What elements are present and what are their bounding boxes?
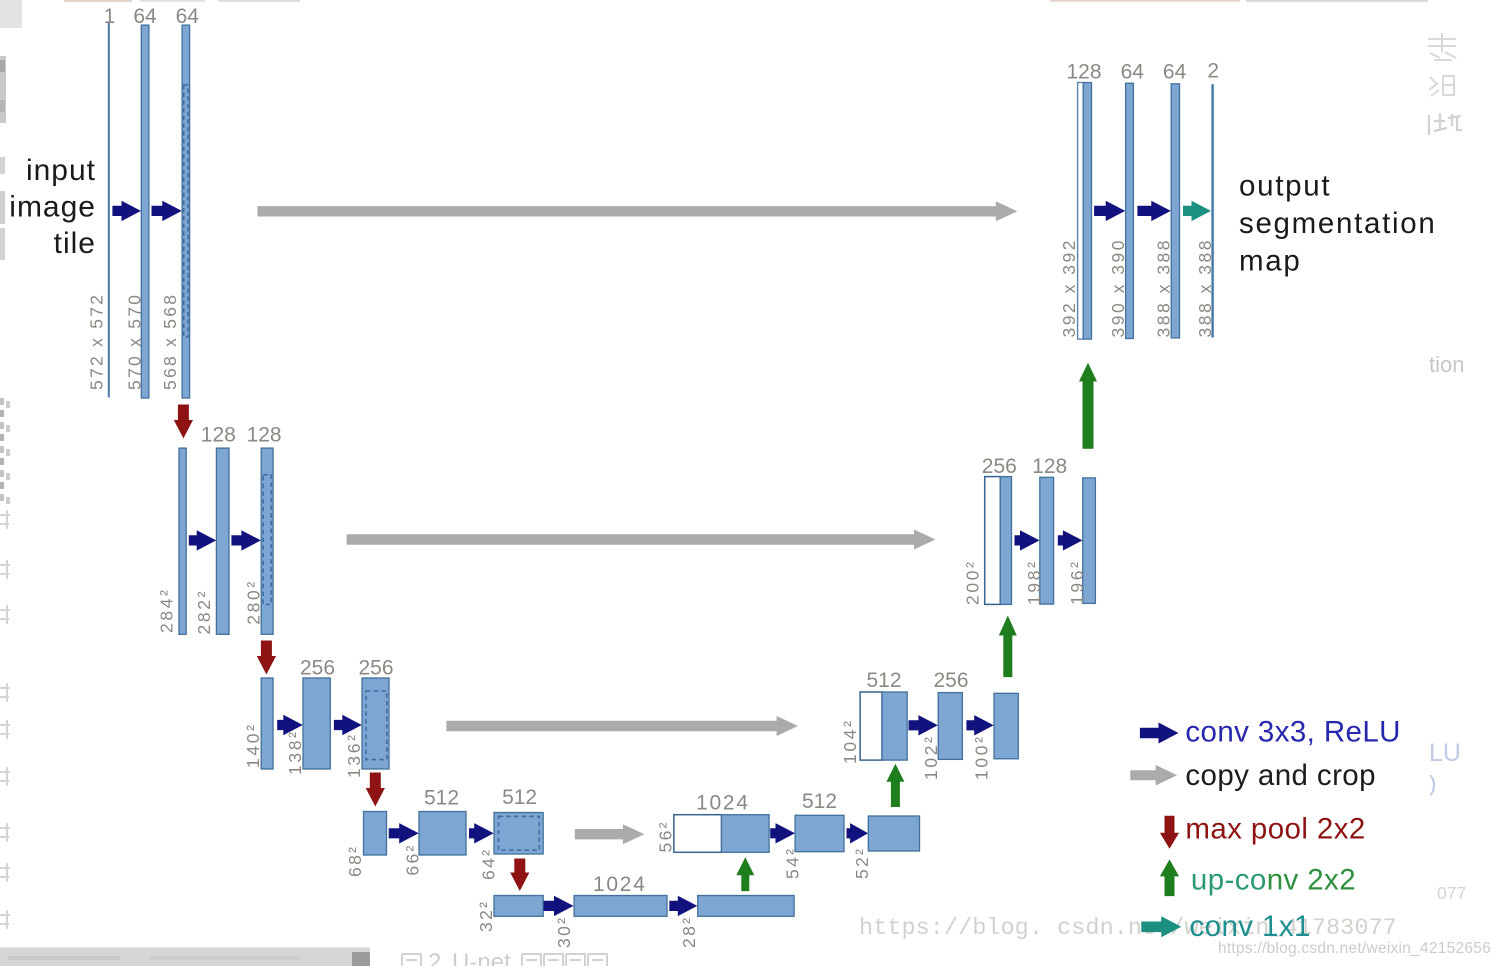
svg-text:32²: 32² bbox=[476, 902, 496, 932]
svg-text:up-conv 2x2: up-conv 2x2 bbox=[1191, 864, 1356, 897]
svg-text:568 x 568: 568 x 568 bbox=[160, 295, 180, 390]
svg-text:conv 3x3, ReLU: conv 3x3, ReLU bbox=[1185, 716, 1401, 749]
svg-text:68²: 68² bbox=[345, 847, 365, 877]
svg-text:conv 1x1: conv 1x1 bbox=[1190, 910, 1311, 943]
svg-text:1: 1 bbox=[104, 5, 116, 28]
svg-text:390 x 390: 390 x 390 bbox=[1108, 240, 1128, 337]
svg-text:280²: 280² bbox=[244, 582, 264, 625]
svg-text:200²: 200² bbox=[963, 562, 983, 605]
svg-text:077: 077 bbox=[1437, 883, 1466, 903]
svg-text:56²: 56² bbox=[655, 822, 675, 852]
svg-text:64²: 64² bbox=[478, 850, 498, 880]
svg-text:102²: 102² bbox=[921, 737, 941, 780]
svg-text:512: 512 bbox=[502, 786, 537, 809]
svg-text:388 x 388: 388 x 388 bbox=[1153, 241, 1173, 338]
svg-text:max pool 2x2: max pool 2x2 bbox=[1185, 812, 1365, 845]
svg-text:196²: 196² bbox=[1067, 562, 1087, 605]
svg-text:256: 256 bbox=[933, 669, 968, 692]
svg-text:52²: 52² bbox=[852, 849, 872, 879]
svg-text:256: 256 bbox=[358, 656, 393, 679]
svg-text:tion: tion bbox=[1429, 352, 1464, 377]
svg-text:64: 64 bbox=[176, 5, 200, 28]
svg-text:512: 512 bbox=[866, 669, 901, 692]
svg-text:input: input bbox=[26, 154, 96, 187]
svg-text:140²: 140² bbox=[243, 725, 263, 768]
svg-text:128: 128 bbox=[247, 423, 282, 446]
svg-text:512: 512 bbox=[424, 787, 459, 810]
svg-text:198²: 198² bbox=[1024, 562, 1044, 605]
svg-text:54²: 54² bbox=[783, 849, 803, 879]
svg-text:392 x 392: 392 x 392 bbox=[1059, 241, 1079, 338]
svg-text:104²: 104² bbox=[840, 721, 860, 764]
svg-text:2: 2 bbox=[1207, 59, 1219, 82]
svg-text:64: 64 bbox=[1163, 61, 1187, 84]
svg-text:512: 512 bbox=[802, 790, 837, 813]
svg-text:28²: 28² bbox=[679, 918, 699, 948]
svg-text:https://blog.csdn.net/weixin_4: https://blog.csdn.net/weixin_42152656 bbox=[1218, 940, 1491, 957]
svg-text:tile: tile bbox=[54, 227, 96, 260]
svg-text:128: 128 bbox=[1066, 61, 1101, 84]
svg-text:copy and crop: copy and crop bbox=[1185, 759, 1376, 792]
svg-text:64: 64 bbox=[1121, 61, 1145, 84]
svg-text:570 x 570: 570 x 570 bbox=[124, 295, 144, 390]
svg-text:segmentation: segmentation bbox=[1239, 207, 1437, 240]
svg-text:388 x 388: 388 x 388 bbox=[1195, 241, 1215, 338]
svg-text:2: 2 bbox=[428, 949, 441, 966]
svg-text:LU: LU bbox=[1429, 739, 1461, 767]
svg-text:284²: 284² bbox=[157, 590, 177, 633]
svg-text:66²: 66² bbox=[402, 845, 422, 875]
svg-text:https://blog. csdn.net/weixin_: https://blog. csdn.net/weixin_41783077 bbox=[859, 915, 1397, 942]
svg-text:256: 256 bbox=[982, 455, 1017, 478]
svg-text:282²: 282² bbox=[194, 591, 214, 634]
svg-text:100²: 100² bbox=[972, 737, 992, 780]
svg-text:1024: 1024 bbox=[696, 792, 748, 815]
svg-text:128: 128 bbox=[1032, 455, 1067, 478]
svg-text:128: 128 bbox=[201, 423, 236, 446]
svg-text:image: image bbox=[9, 191, 96, 224]
svg-text:138²: 138² bbox=[285, 732, 305, 775]
svg-text:1024: 1024 bbox=[593, 873, 645, 896]
svg-text:U-net: U-net bbox=[452, 949, 511, 966]
svg-text:572 x 572: 572 x 572 bbox=[87, 295, 107, 390]
svg-text:output: output bbox=[1239, 170, 1331, 203]
svg-text:): ) bbox=[1429, 771, 1436, 796]
svg-text:64: 64 bbox=[133, 5, 157, 28]
svg-text:30²: 30² bbox=[554, 918, 574, 948]
svg-text:256: 256 bbox=[300, 656, 335, 679]
svg-text:136²: 136² bbox=[344, 735, 364, 778]
svg-text:map: map bbox=[1239, 244, 1302, 277]
